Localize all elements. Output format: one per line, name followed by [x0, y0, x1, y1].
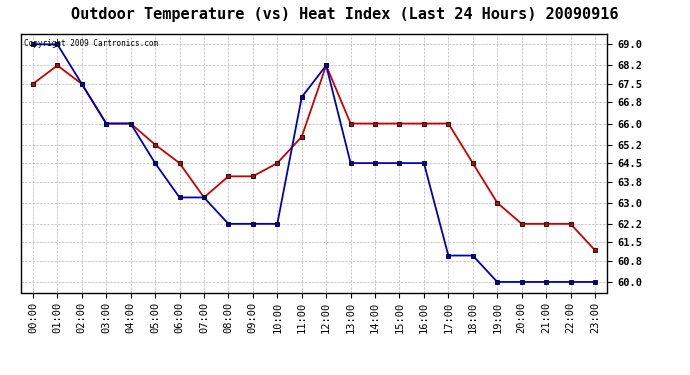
Text: Copyright 2009 Cartronics.com: Copyright 2009 Cartronics.com	[23, 39, 158, 48]
Text: Outdoor Temperature (vs) Heat Index (Last 24 Hours) 20090916: Outdoor Temperature (vs) Heat Index (Las…	[71, 8, 619, 22]
